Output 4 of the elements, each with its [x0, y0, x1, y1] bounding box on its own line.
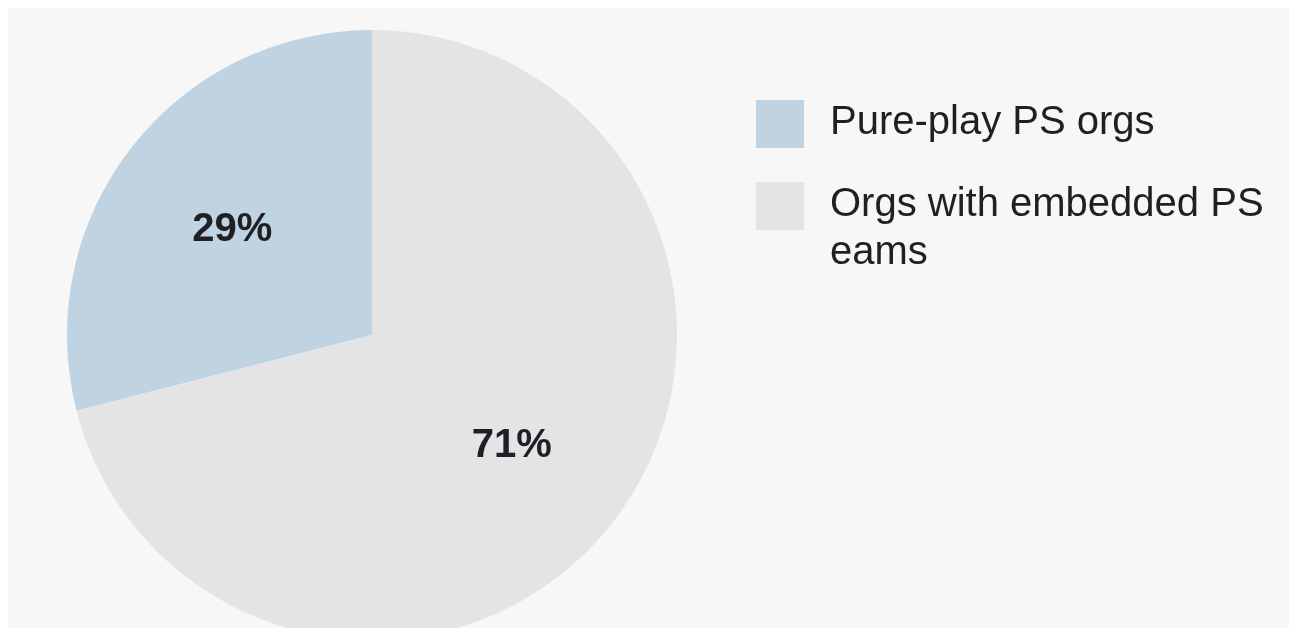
- legend-label: Pure-play PS orgs: [830, 97, 1156, 144]
- legend-label: Orgs with embedded PS eams: [830, 179, 1265, 274]
- data-label: 29%: [192, 204, 273, 249]
- data-label: 71%: [471, 421, 552, 466]
